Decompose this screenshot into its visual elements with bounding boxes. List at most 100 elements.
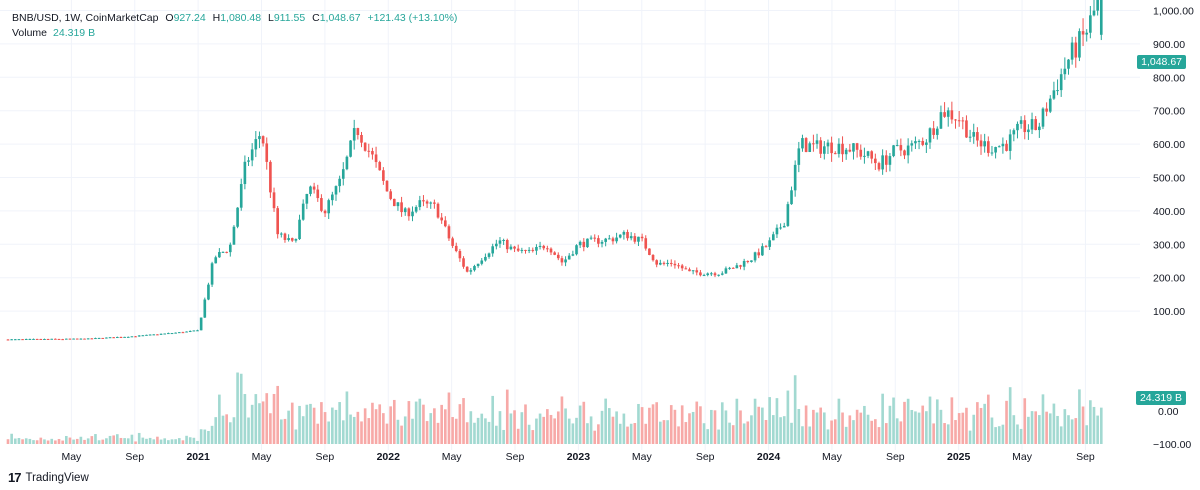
candle-body <box>447 226 451 239</box>
volume-bar <box>35 440 39 444</box>
candle-body <box>214 257 218 264</box>
price-axis[interactable]: 1,200.001,100.001,000.00900.00800.00700.… <box>1153 0 1194 452</box>
candle-body <box>86 338 90 340</box>
volume-bar <box>823 412 826 444</box>
candle-body <box>1067 59 1070 69</box>
candle-body <box>939 112 943 129</box>
candle-body <box>556 254 560 259</box>
candle-body <box>509 246 513 250</box>
volume-bar <box>495 425 498 444</box>
volume-bar <box>360 421 363 444</box>
tradingview-logo[interactable]: 17 TradingView <box>8 470 89 485</box>
change-value: +121.43 (+13.10%) <box>367 12 458 24</box>
candle-body <box>148 334 152 336</box>
candle-body <box>764 246 768 248</box>
volume-bar <box>400 425 403 444</box>
volume-bar <box>210 425 214 444</box>
candle-body <box>152 334 156 336</box>
volume-bar <box>1092 406 1096 444</box>
candle-body <box>531 249 535 251</box>
candle-body <box>848 149 852 152</box>
candle-body <box>629 236 633 239</box>
volume-bar <box>611 416 615 444</box>
candle-body <box>1099 0 1103 35</box>
volume-bar <box>921 405 925 444</box>
volume-bar <box>717 429 720 444</box>
candle-body <box>790 190 793 205</box>
candle-body <box>757 252 761 256</box>
time-tick-label: May <box>822 451 843 463</box>
volume-bar <box>491 395 495 444</box>
candle-body <box>61 339 64 341</box>
volume-bar <box>261 401 265 444</box>
candle-body <box>130 336 134 338</box>
symbol-label[interactable]: BNB/USD, 1W, CoinMarketCap <box>12 12 159 24</box>
volume-bar <box>677 426 680 444</box>
candle-body <box>476 263 480 267</box>
volume-bar <box>903 401 906 444</box>
volume-bar <box>535 418 538 444</box>
candle-body <box>720 273 724 275</box>
time-axis[interactable]: May Sep 2021 May Sep 2022 May Sep 2023 May Sep 2024… <box>61 451 1094 463</box>
candle-body <box>6 339 10 341</box>
volume-bar <box>1089 400 1092 444</box>
volume-bar <box>148 437 152 444</box>
volume-bar <box>1085 425 1089 444</box>
volume-bar <box>699 406 702 444</box>
candle-body <box>779 227 782 229</box>
volume-bar <box>1052 403 1056 444</box>
volume-bar <box>556 411 560 444</box>
candle-body <box>54 338 57 340</box>
candle-body <box>1089 15 1092 33</box>
volume-bar <box>553 418 556 444</box>
volume-bar <box>582 401 586 444</box>
candle-body <box>458 251 462 259</box>
candle-body <box>728 267 731 269</box>
volume-bar <box>855 409 859 444</box>
volume-bar <box>516 428 520 444</box>
candle-body <box>323 210 327 214</box>
chart-grid <box>0 0 1140 450</box>
candle-body <box>331 194 334 201</box>
time-tick-label: May <box>442 451 463 463</box>
volume-bar <box>830 420 833 444</box>
volume-bars <box>6 372 1103 444</box>
volume-label[interactable]: Volume <box>12 27 48 39</box>
candle-body <box>498 240 502 244</box>
volume-bar <box>976 402 979 444</box>
candle-body <box>239 184 243 208</box>
volume-bar <box>334 409 338 444</box>
candle-body <box>247 160 250 162</box>
volume-bar <box>761 407 764 444</box>
volume-bar <box>986 394 990 444</box>
volume-bar <box>520 412 524 444</box>
volume-bar <box>243 394 247 444</box>
volume-bar <box>750 415 753 444</box>
candle-body <box>1074 42 1078 58</box>
volume-bar <box>126 438 130 444</box>
candle-body <box>1008 134 1012 151</box>
candle-body <box>815 140 819 144</box>
volume-bar <box>633 423 637 444</box>
open-label: O <box>165 12 174 24</box>
candle-body <box>640 236 644 239</box>
volume-bar <box>724 410 728 444</box>
volume-bar <box>972 414 976 444</box>
candle-body <box>188 330 192 332</box>
volume-bar <box>735 398 739 444</box>
volume-bar <box>899 421 903 444</box>
candle-body <box>108 337 112 339</box>
volume-bar <box>549 414 553 444</box>
volume-bar <box>94 434 97 444</box>
volume-tag: 24.319 B <box>1135 391 1186 405</box>
tradingview-logo-icon: 17 <box>8 470 22 485</box>
volume-bar <box>269 413 272 444</box>
volume-bar <box>1030 411 1034 444</box>
candle-body <box>287 238 290 240</box>
candle-body <box>597 238 600 244</box>
volume-bar <box>768 397 771 444</box>
volume-bar <box>1034 411 1038 444</box>
volume-bar <box>607 408 611 444</box>
volume-bar <box>159 439 163 444</box>
